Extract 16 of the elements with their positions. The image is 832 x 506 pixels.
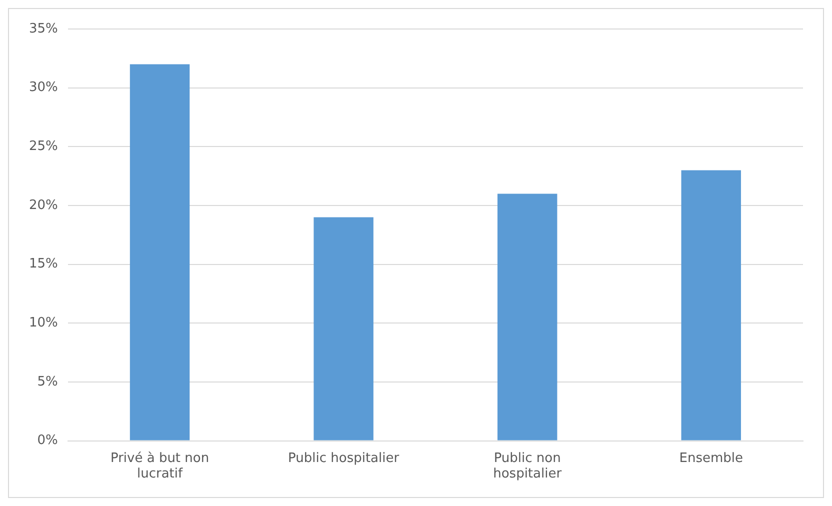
y-tick-label: 25%: [28, 139, 58, 154]
y-tick-label: 20%: [28, 198, 58, 213]
x-tick-label: Ensemble: [679, 450, 743, 466]
y-tick-label: 30%: [28, 80, 58, 96]
x-tick-label: Public non hospitalier: [493, 450, 562, 482]
bar: [130, 64, 190, 440]
x-tick-label: Privé à but non lucratif: [110, 450, 210, 482]
y-tick-label: 5%: [37, 374, 58, 390]
bar: [681, 170, 741, 440]
bar: [497, 194, 558, 440]
bar: [314, 217, 374, 440]
y-tick-label: 15%: [28, 256, 58, 272]
y-tick-label: 10%: [28, 316, 58, 331]
y-tick-label: 35%: [28, 21, 58, 36]
x-tick-label: Public hospitalier: [288, 450, 400, 466]
y-tick-label: 0%: [37, 433, 58, 448]
